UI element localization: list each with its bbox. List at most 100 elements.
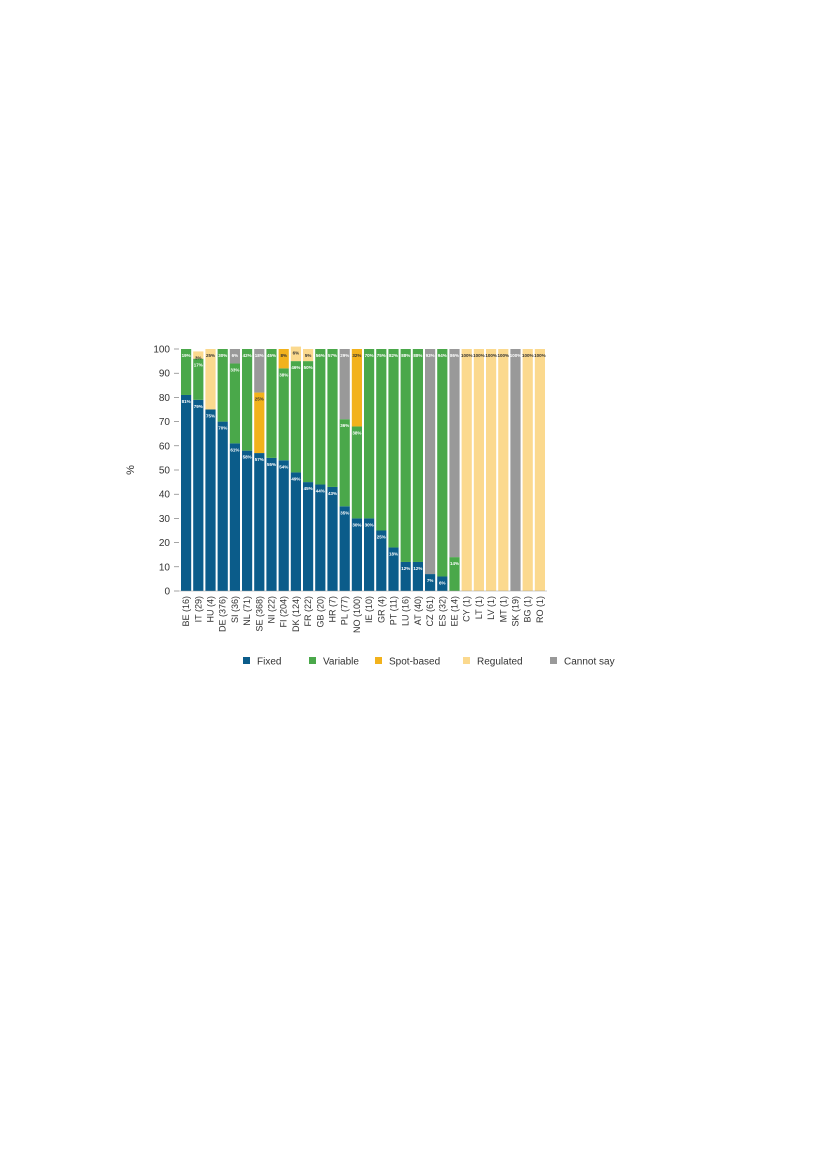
- data-label: 100%: [510, 353, 522, 358]
- data-label: 43%: [328, 491, 337, 496]
- y-tick-label: 40: [159, 490, 171, 501]
- bar-segment: [278, 349, 289, 369]
- data-label: 75%: [206, 414, 215, 419]
- bar-segment: [315, 349, 326, 485]
- data-label: 57%: [255, 457, 264, 462]
- data-label: 32%: [352, 353, 361, 358]
- bar-segment: [205, 349, 216, 410]
- bar-segment: [266, 349, 277, 458]
- bar-segment: [278, 460, 289, 591]
- y-tick-label: 20: [159, 538, 171, 549]
- x-category-label: ES (32): [437, 596, 447, 627]
- bar-segment: [534, 349, 545, 591]
- x-category-label: HU (4): [206, 596, 216, 623]
- x-category-label: LT (1): [474, 596, 484, 619]
- data-label: 36%: [340, 423, 349, 428]
- bar-segment: [351, 518, 362, 591]
- data-label: 30%: [218, 353, 227, 358]
- bar-segment: [437, 349, 448, 577]
- bar-segment: [205, 409, 216, 591]
- x-category-label: IT (29): [193, 596, 203, 622]
- data-label: 45%: [304, 486, 313, 491]
- data-label: 100%: [473, 353, 485, 358]
- bar-segment: [217, 349, 228, 422]
- y-tick-label: 10: [159, 562, 171, 573]
- legend-label: Regulated: [477, 657, 523, 668]
- data-label: 7%: [427, 578, 434, 583]
- x-category-label: PT (11): [389, 596, 399, 625]
- data-label: 94%: [438, 353, 447, 358]
- legend-label: Cannot say: [564, 657, 615, 668]
- legend-swatch: [463, 657, 470, 664]
- bar-segment: [400, 349, 411, 562]
- data-label: 30%: [352, 522, 361, 527]
- data-label: 79%: [194, 404, 203, 409]
- x-category-label: NL (71): [242, 596, 252, 626]
- x-category-label: CZ (61): [425, 596, 435, 627]
- bar-segment: [229, 363, 240, 444]
- bar-segment: [339, 419, 350, 507]
- data-label: 6%: [293, 351, 300, 356]
- data-label: 81%: [182, 399, 191, 404]
- data-label: 25%: [206, 353, 215, 358]
- data-label: 55%: [267, 462, 276, 467]
- data-label: 12%: [413, 566, 422, 571]
- bar-segment: [364, 349, 375, 519]
- x-category-label: BE (16): [181, 596, 191, 627]
- data-label: 17%: [194, 363, 203, 368]
- data-label: 38%: [352, 430, 361, 435]
- bar-segment: [425, 574, 436, 591]
- bar-segment: [242, 450, 253, 591]
- legend-swatch: [375, 657, 382, 664]
- data-label: 86%: [450, 353, 459, 358]
- x-category-label: IE (10): [364, 596, 374, 623]
- data-label: 3%: [195, 355, 202, 360]
- y-tick-label: 30: [159, 514, 171, 525]
- bar-segment: [315, 484, 326, 591]
- bar-segment: [522, 349, 533, 591]
- data-label: 29%: [340, 353, 349, 358]
- data-label: 14%: [450, 561, 459, 566]
- bar-segment: [266, 457, 277, 591]
- x-category-label: HR (7): [328, 596, 338, 623]
- data-label: 12%: [401, 566, 410, 571]
- bar-segment: [473, 349, 484, 591]
- bar-segment: [425, 349, 436, 575]
- x-category-label: FR (22): [303, 596, 313, 627]
- bar-segment: [351, 426, 362, 519]
- data-label: 49%: [291, 476, 300, 481]
- y-tick-label: 50: [159, 466, 171, 477]
- data-label: 56%: [316, 353, 325, 358]
- bar-segment: [486, 349, 497, 591]
- data-label: 18%: [255, 353, 264, 358]
- legend-swatch: [309, 657, 316, 664]
- data-label: 38%: [279, 372, 288, 377]
- data-label: 44%: [316, 489, 325, 494]
- bar-segment: [449, 349, 460, 558]
- data-label: 88%: [413, 353, 422, 358]
- data-label: 100%: [485, 353, 497, 358]
- data-label: 93%: [426, 353, 435, 358]
- y-tick-label: 100: [153, 345, 170, 356]
- bar-segment: [510, 349, 521, 591]
- bar-segment: [412, 561, 423, 591]
- bar-segment: [412, 349, 423, 562]
- bar-segment: [388, 349, 399, 548]
- x-axis-categories: BE (16) IT (29) HU (4) DE (376) SI (36) NL (7…: [181, 596, 545, 633]
- bar-segment: [229, 349, 240, 364]
- bar-segment: [303, 349, 314, 362]
- x-category-label: SE (368): [254, 596, 264, 632]
- x-category-label: LV (1): [486, 596, 496, 620]
- bar-segment: [437, 576, 448, 591]
- data-label: 33%: [230, 368, 239, 373]
- bar-segment: [217, 421, 228, 591]
- legend-label: Spot-based: [389, 657, 440, 668]
- x-category-label: FI (204): [279, 596, 289, 628]
- y-tick-label: 80: [159, 393, 171, 404]
- bar-segment: [449, 557, 460, 591]
- bar-segment: [254, 453, 265, 591]
- bar-segment: [278, 368, 289, 461]
- bar-segment: [242, 349, 253, 451]
- bar-segment: [388, 547, 399, 591]
